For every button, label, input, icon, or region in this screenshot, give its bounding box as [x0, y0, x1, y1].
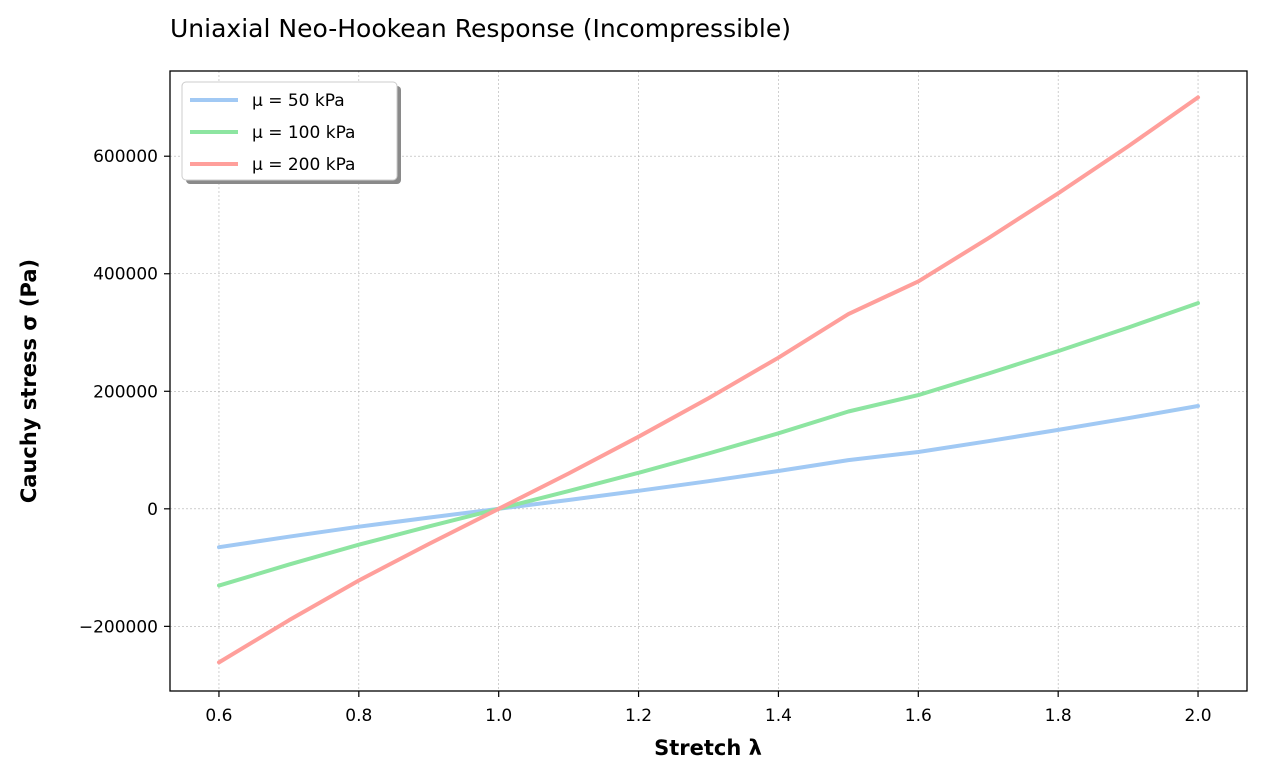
legend-label-1: μ = 100 kPa: [252, 123, 355, 143]
x-axis-label: Stretch λ: [654, 736, 762, 760]
y-tick-label: 200000: [93, 382, 158, 402]
y-tick-label: 600000: [93, 147, 158, 167]
legend-box: [181, 81, 398, 181]
x-tick-label: 0.6: [205, 706, 232, 726]
legend: μ = 50 kPa μ = 100 kPa μ = 200 kPa: [181, 81, 401, 184]
x-tick-label: 1.0: [485, 706, 512, 726]
y-tick-label: −200000: [79, 617, 158, 637]
x-axis: 0.6 0.8 1.0 1.2 1.4 1.6 1.8 2.0: [205, 691, 1212, 726]
legend-label-0: μ = 50 kPa: [252, 91, 345, 111]
x-tick-label: 1.4: [765, 706, 792, 726]
x-tick-label: 2.0: [1185, 706, 1212, 726]
x-tick-label: 1.2: [625, 706, 652, 726]
legend-label-2: μ = 200 kPa: [252, 155, 355, 175]
x-tick-label: 1.8: [1045, 706, 1072, 726]
y-axis-label: Cauchy stress σ (Pa): [17, 259, 41, 503]
series-line-2: [217, 95, 1200, 665]
series-layer: [217, 95, 1200, 665]
x-tick-label: 1.6: [905, 706, 932, 726]
series-line-1: [217, 301, 1200, 588]
grid: [170, 71, 1247, 691]
plot-frame: [169, 70, 1248, 692]
chart-title: Uniaxial Neo-Hookean Response (Incompres…: [170, 14, 791, 43]
y-tick-label: 400000: [93, 265, 158, 285]
y-axis: −200000 0 200000 400000 600000: [79, 147, 170, 637]
x-tick-label: 0.8: [345, 706, 372, 726]
y-tick-label: 0: [147, 500, 158, 520]
series-line-0: [217, 404, 1200, 550]
